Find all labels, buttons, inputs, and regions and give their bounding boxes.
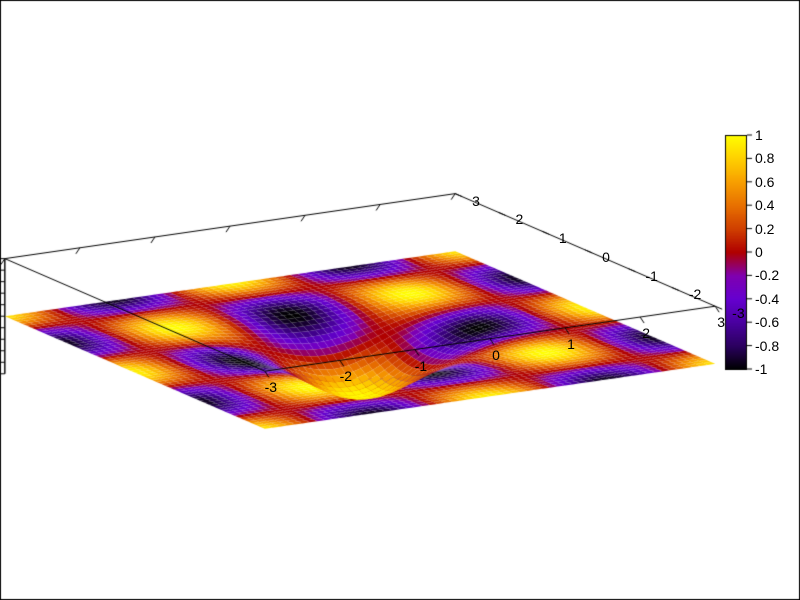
tick-label: 3 — [472, 193, 480, 209]
plot-container: { "chart": { "type": "surface3d", "width… — [0, 0, 800, 600]
tick-label: -3 — [265, 379, 277, 395]
tick-label: -0.4 — [755, 291, 779, 307]
tick-label: 0.4 — [755, 197, 774, 213]
tick-label: 1 — [559, 230, 567, 246]
surface-plot-canvas — [0, 0, 800, 600]
tick-label: -0.2 — [755, 267, 779, 283]
tick-label: 0 — [602, 249, 610, 265]
tick-label: -2 — [340, 368, 352, 384]
tick-label: 1 — [755, 127, 763, 143]
tick-label: 2 — [515, 211, 523, 227]
tick-label: -2 — [689, 286, 701, 302]
tick-label: 0 — [755, 244, 763, 260]
tick-label: 0 — [492, 347, 500, 363]
tick-label: 0.2 — [755, 221, 774, 237]
tick-label: -1 — [415, 358, 427, 374]
tick-label: 0.6 — [755, 174, 774, 190]
tick-label: 0.8 — [755, 150, 774, 166]
tick-label: 1 — [567, 336, 575, 352]
tick-label: -1 — [645, 268, 657, 284]
tick-label: 3 — [717, 314, 725, 330]
tick-label: -0.6 — [755, 314, 779, 330]
tick-label: 2 — [642, 325, 650, 341]
tick-label: -0.8 — [755, 338, 779, 354]
tick-label: -1 — [755, 361, 767, 377]
tick-label: -3 — [732, 305, 744, 321]
